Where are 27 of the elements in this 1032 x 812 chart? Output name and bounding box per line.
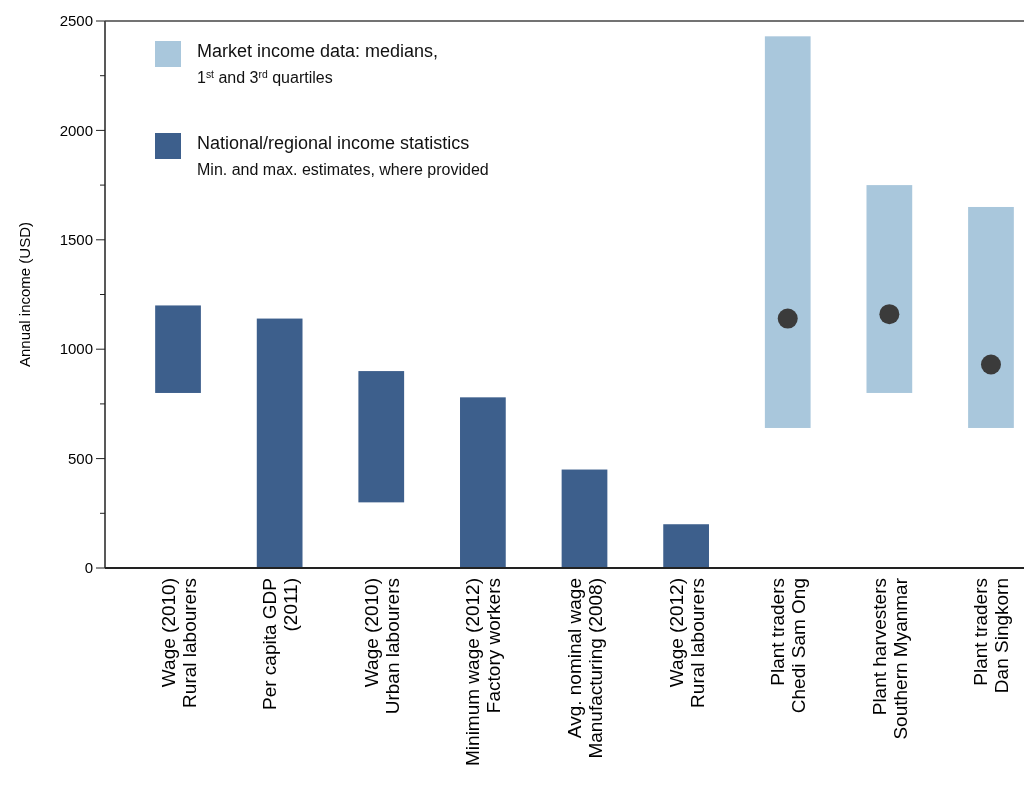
bar — [663, 524, 709, 568]
y-tick-label: 0 — [84, 559, 93, 577]
bar — [866, 185, 913, 393]
x-tick-label: Plant traders Dan Singkorn — [970, 578, 1013, 694]
legend-label: Market income data: medians, 1$^{st}$ and 3$^{rd}$ quartiles — [197, 41, 439, 86]
y-tick-label: 1500 — [59, 231, 93, 249]
bar — [358, 371, 405, 503]
y-axis-title: Annual income (USD) — [16, 221, 33, 368]
x-tick-label: Wage (2010) Rural labourers — [157, 578, 200, 708]
x-tick-label: Wage (2010) Urban labourers — [360, 578, 403, 715]
bar — [155, 305, 201, 393]
y-tick-label: 1000 — [59, 340, 93, 358]
x-tick-label: Wage (2012) Rural labourers — [665, 578, 708, 708]
legend-label: National/regional income statistics Min. and max. estimates, where provided — [197, 133, 489, 178]
x-tick-label: Plant traders Chedi Sam Ong — [767, 578, 810, 714]
x-tick-label: Plant harvesters Southern Myanmar — [868, 577, 911, 740]
bar — [968, 206, 1014, 428]
bar — [561, 469, 608, 568]
x-tick-label: Per capita GDP (2011) — [259, 578, 302, 710]
bar — [460, 397, 506, 568]
bar — [764, 36, 811, 428]
y-tick-label: 2000 — [59, 121, 93, 139]
x-tick-label: Avg. nominal wage Manufacturing (2008) — [564, 578, 606, 759]
y-tick-label: 500 — [67, 449, 93, 467]
bar — [256, 318, 303, 568]
y-tick-label: 2500 — [59, 12, 93, 30]
x-tick-label: Minimum wage (2012) Factory workers — [462, 578, 505, 766]
